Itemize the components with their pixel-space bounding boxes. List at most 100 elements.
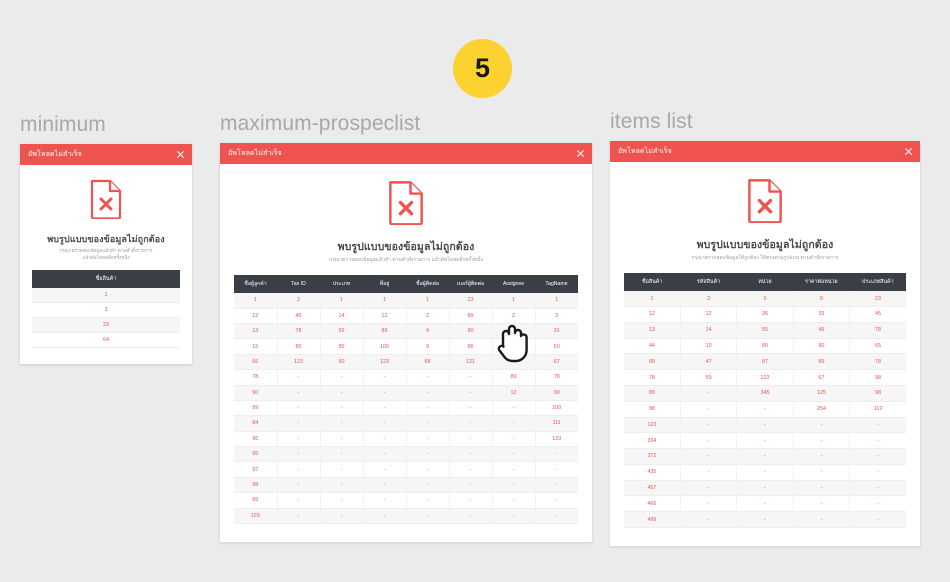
- table-cell: -: [492, 431, 536, 448]
- table-cell: 23: [32, 317, 180, 334]
- table-cell: -: [363, 508, 407, 524]
- table-cell: -: [492, 338, 536, 355]
- table-cell: 89: [492, 369, 536, 386]
- table-cell: 5: [736, 291, 794, 308]
- table-cell: -: [320, 461, 364, 478]
- table-cell: 89: [793, 353, 851, 371]
- table-cell: 3: [32, 302, 180, 319]
- table-cell: -: [680, 448, 738, 465]
- table-cell: -: [449, 477, 493, 494]
- table-column-header: ชื่อสินค้า: [624, 273, 681, 292]
- table-column-header: ที่อยู่: [363, 275, 406, 294]
- table-cell: 14: [320, 308, 364, 325]
- table-cell: -: [320, 446, 364, 463]
- table-cell: 15: [234, 338, 278, 355]
- table-cell: -: [793, 495, 851, 513]
- table-cell: -: [736, 417, 794, 434]
- table-column-header: รหัสสินค้า: [680, 273, 737, 292]
- table-cell: 50: [535, 338, 578, 355]
- table-cell: 334: [624, 432, 681, 450]
- table-cell: -: [492, 492, 536, 509]
- table-cell: -: [449, 369, 493, 386]
- modal-header: อัพโหลดไม่สำเร็จ: [610, 141, 920, 162]
- table-cell: 2: [680, 291, 738, 308]
- modal-body: พบรูปแบบของข้อมูลไม่ถูกต้อง กรุณาตรวจสอบ…: [610, 162, 920, 546]
- table-row: 64: [32, 332, 180, 349]
- table-cell: -: [406, 461, 450, 478]
- modal-items-list: อัพโหลดไม่สำเร็จ พบรูปแบบของข้อมูลไม่ถูก…: [610, 141, 920, 546]
- table-cell: 12: [680, 306, 738, 323]
- table-cell: 1: [535, 293, 578, 309]
- table-cell: 64: [32, 332, 180, 349]
- table-cell: -: [849, 495, 906, 513]
- table-cell: 121: [449, 354, 493, 371]
- table-cell: 78: [277, 323, 321, 340]
- error-subtitle: กรุณาตรวจสอบข้อมูลแล้วทำ ตามคำสั่งรายการ…: [329, 257, 483, 264]
- table-cell: -: [492, 477, 536, 494]
- table-cell: -: [793, 432, 851, 450]
- table-cell: -: [680, 385, 738, 402]
- table-cell: 45: [849, 306, 906, 323]
- table-cell: -: [492, 508, 536, 524]
- table-cell: 44: [624, 338, 681, 355]
- close-icon[interactable]: [176, 150, 185, 159]
- table-cell: -: [449, 492, 493, 509]
- table-cell: -: [363, 461, 407, 478]
- table-cell: -: [449, 385, 493, 401]
- error-subtitle-line2: แล้วอัพโหลดอีกครั้งหนึ่ง: [82, 254, 130, 260]
- table-row: 78- - - - -89 78: [234, 369, 578, 386]
- error-title: พบรูปแบบของข้อมูลไม่ถูกต้อง: [696, 239, 834, 251]
- panel-title-maximum: maximum-prospeclist: [220, 112, 421, 135]
- table-body: 1 2 5 8 23 12 12 36 33 45 13 14 55 45 78 44 10 80 90 65 68 47…: [624, 291, 906, 528]
- table-cell: 1: [32, 288, 180, 304]
- table-cell: 78: [849, 353, 906, 371]
- table-cell: -: [363, 385, 407, 401]
- table-cell: 90: [449, 323, 493, 340]
- table-cell: 87: [736, 353, 794, 371]
- table-cell: -: [793, 448, 851, 465]
- table-cell: 31: [492, 323, 536, 340]
- table-cell: 123: [277, 354, 321, 371]
- table-cell: 1: [492, 293, 536, 309]
- table-cell: -: [406, 446, 450, 463]
- table-row: 129- - - - - - -: [234, 508, 578, 524]
- table-cell: 33: [793, 306, 851, 323]
- table-cell: -: [736, 464, 794, 481]
- table-row: 457- - - -: [624, 480, 906, 497]
- table-cell: -: [680, 511, 738, 528]
- error-subtitle: กรุณาตรวจสอบข้อมูลแล้วทำ ตามคำสั่งรายการ…: [59, 248, 152, 261]
- modal-header-title: อัพโหลดไม่สำเร็จ: [228, 150, 282, 157]
- table-cell: 36: [736, 306, 794, 323]
- file-error-icon: [746, 178, 784, 228]
- table-cell: 9: [406, 338, 450, 355]
- table-cell: 84: [234, 415, 278, 432]
- close-icon[interactable]: [904, 147, 913, 156]
- panel-title-items-list: items list: [610, 110, 693, 133]
- table-cell: 78: [234, 369, 278, 386]
- table-cell: 78: [535, 369, 578, 386]
- table-cell: 45: [277, 308, 321, 325]
- table-cell: -: [406, 400, 450, 417]
- table-cell: -: [680, 401, 738, 418]
- table-row: 12 45 14 12 2 89 2 2: [234, 308, 578, 325]
- table-cell: -: [320, 508, 364, 524]
- table-cell: -: [535, 461, 578, 478]
- table-cell: 2: [492, 308, 536, 325]
- table-body: 1 3 23 64: [32, 288, 180, 349]
- table-row: 1 2 5 8 23: [624, 291, 906, 308]
- table-cell: 123: [535, 431, 578, 448]
- table-cell: 2: [535, 308, 578, 325]
- table-cell: 457: [624, 480, 681, 497]
- table-cell: -: [736, 511, 794, 528]
- modal-maximum: อัพโหลดไม่สำเร็จ พบรูปแบบของข้อมูลไม่ถูก…: [220, 143, 592, 542]
- table-cell: 499: [624, 511, 681, 528]
- table-cell: 1: [363, 293, 407, 309]
- table-cell: 1: [234, 293, 278, 309]
- close-icon[interactable]: [576, 149, 585, 158]
- table-cell: 12: [624, 306, 681, 323]
- table-row: 12 12 36 33 45: [624, 306, 906, 323]
- modal-minimum: อัพโหลดไม่สำเร็จ พบรูปแบบของข้อมูลไม่ถูก…: [20, 144, 192, 365]
- table-cell: 80: [736, 338, 794, 355]
- file-error-icon: [387, 180, 425, 230]
- table-cell: 65: [849, 338, 906, 355]
